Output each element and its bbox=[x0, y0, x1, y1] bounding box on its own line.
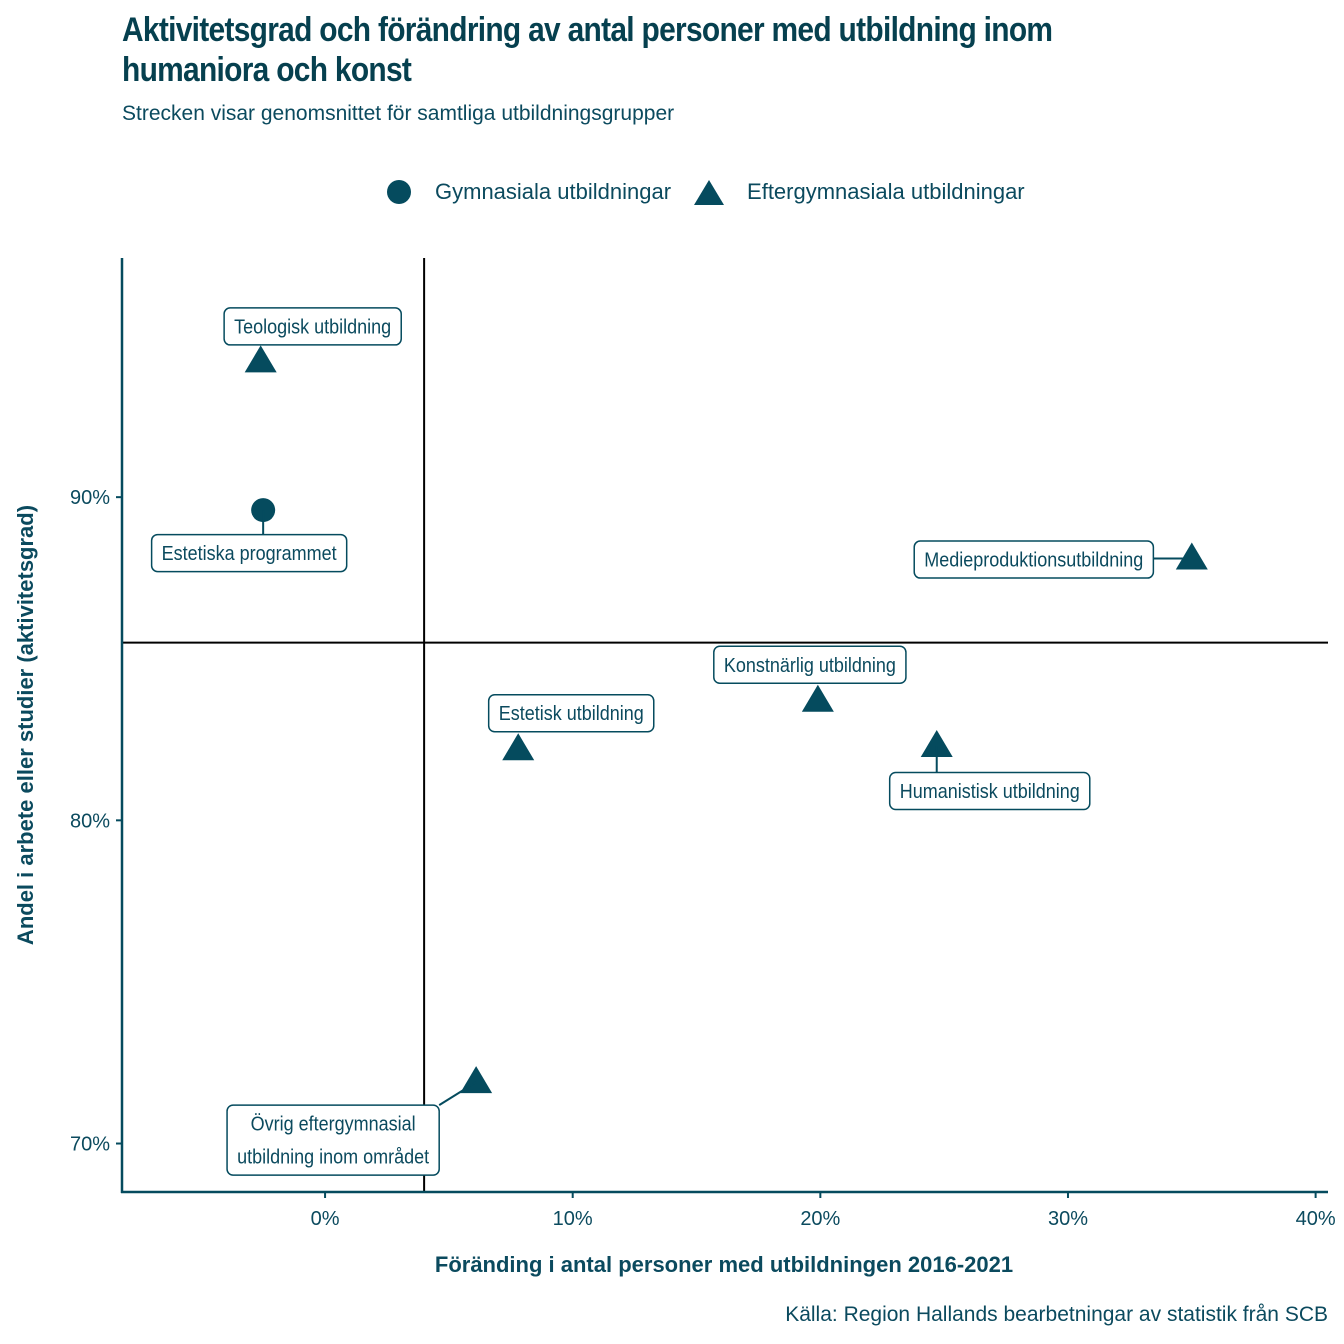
data-point-circle bbox=[251, 498, 276, 523]
source-caption: Källa: Region Hallands bearbetningar av … bbox=[785, 1303, 1328, 1326]
data-label: Estetiska programmet bbox=[162, 543, 338, 565]
y-tick-label: 80% bbox=[70, 810, 110, 832]
x-tick-label: 30% bbox=[1048, 1208, 1088, 1230]
legend-label: Gymnasiala utbildningar bbox=[435, 179, 672, 204]
data-point-triangle bbox=[920, 730, 953, 758]
x-tick-label: 0% bbox=[311, 1208, 340, 1230]
legend-item-gymnasiala: Gymnasiala utbildningar bbox=[385, 178, 671, 206]
data-label-box bbox=[487, 693, 655, 733]
chart-subtitle: Strecken visar genomsnittet för samtliga… bbox=[122, 102, 675, 125]
data-label-box bbox=[913, 540, 1155, 579]
triangle-icon bbox=[694, 180, 725, 205]
data-label: Medieproduktionsutbildning bbox=[924, 550, 1143, 572]
y-tick-label: 70% bbox=[70, 1134, 110, 1156]
x-tick-label: 10% bbox=[553, 1208, 593, 1230]
data-label: Övrig eftergymnasial bbox=[251, 1114, 416, 1136]
data-label-box bbox=[226, 1104, 440, 1176]
data-label-box bbox=[713, 645, 907, 685]
data-label-box bbox=[223, 307, 402, 346]
x-tick-label: 40% bbox=[1296, 1208, 1336, 1230]
data-point-triangle bbox=[1175, 542, 1208, 570]
data-label: Teologisk utbildning bbox=[234, 317, 391, 339]
data-label: Humanistisk utbildning bbox=[900, 781, 1080, 803]
data-label-box bbox=[888, 771, 1091, 811]
label-leader-line bbox=[438, 1081, 477, 1106]
data-label: Konstnärlig utbildning bbox=[724, 655, 896, 677]
legend: Gymnasiala utbildningar Eftergymnasiala … bbox=[385, 172, 1047, 212]
data-point-triangle bbox=[244, 345, 277, 373]
x-axis-label: Föränding i antal personer med utbildnin… bbox=[434, 1252, 1014, 1277]
legend-label: Eftergymnasiala utbildningar bbox=[747, 179, 1025, 204]
data-point-triangle bbox=[502, 733, 535, 761]
data-point-triangle bbox=[801, 684, 834, 712]
x-tick-label: 20% bbox=[800, 1208, 840, 1230]
data-label: Estetisk utbildning bbox=[499, 703, 644, 725]
circle-icon bbox=[387, 180, 411, 204]
legend-item-eftergymnasiala: Eftergymnasiala utbildningar bbox=[693, 178, 1025, 206]
chart-title: Aktivitetsgrad och förändring av antal p… bbox=[122, 11, 1053, 89]
y-tick-label: 90% bbox=[70, 487, 110, 509]
y-axis-label: Andel i arbete eller studier (aktivitets… bbox=[13, 504, 38, 946]
data-label-box bbox=[150, 533, 348, 573]
data-label: utbildning inom området bbox=[237, 1147, 430, 1169]
